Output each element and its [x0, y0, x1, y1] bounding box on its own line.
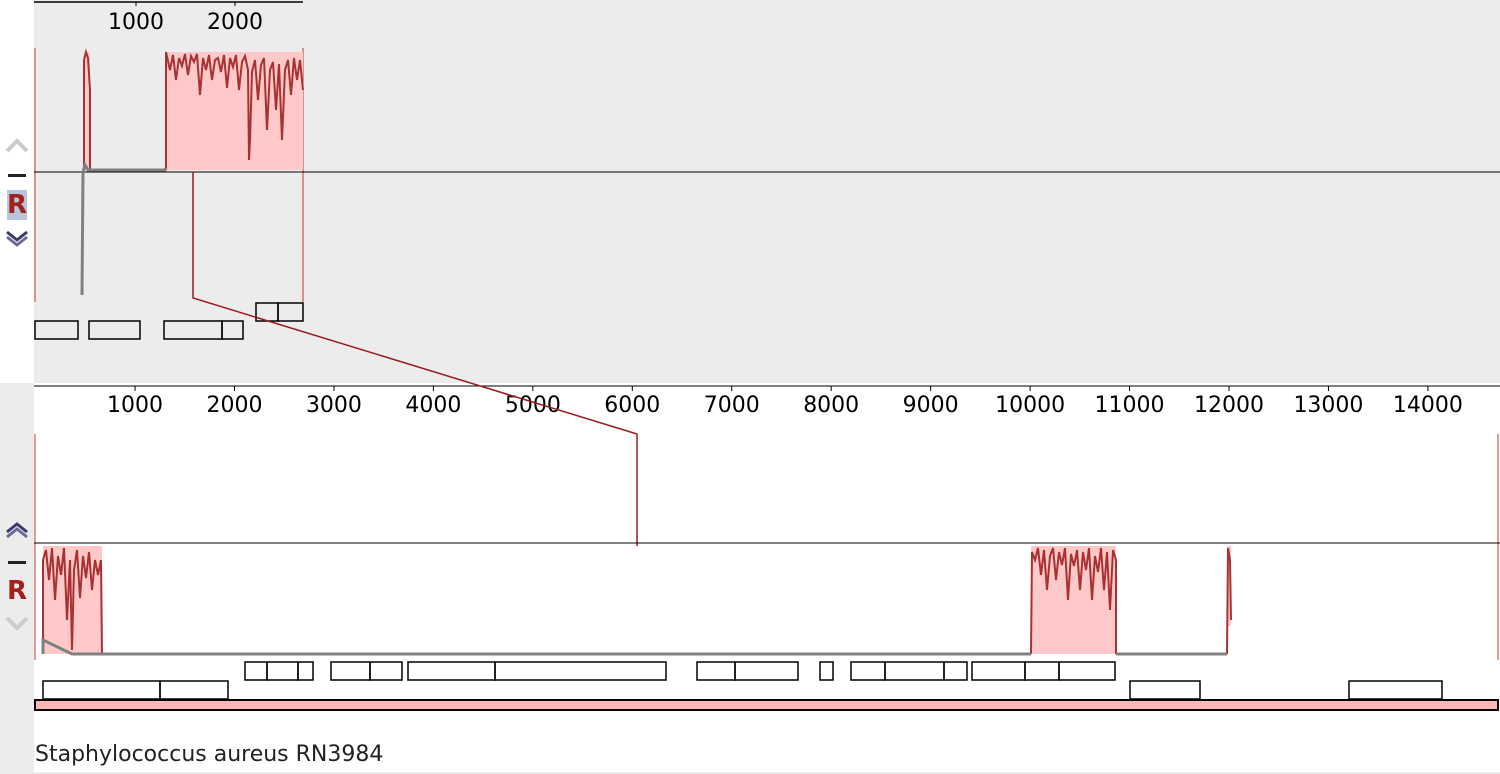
- bottom-ruler-label: 8000: [803, 393, 859, 418]
- bottom-ruler-label: 11000: [1095, 393, 1165, 418]
- bottom-ruler-label: 12000: [1194, 393, 1264, 418]
- gene-box: [1058, 661, 1116, 681]
- minus-button[interactable]: [0, 171, 34, 181]
- gene-box: [1348, 680, 1443, 700]
- gene-box: [163, 320, 223, 340]
- gene-box: [850, 661, 886, 681]
- lcb-connector-line: [192, 172, 638, 546]
- gene-box: [88, 320, 141, 340]
- minus-button[interactable]: [0, 558, 34, 568]
- bottom-backbone-line: [41, 637, 1031, 656]
- move-down-button[interactable]: [0, 614, 34, 632]
- gene-box: [266, 661, 299, 681]
- bottom-ruler-label: 6000: [604, 393, 660, 418]
- footer-strip: [0, 772, 1500, 774]
- bottom-ruler-label: 14000: [1393, 393, 1463, 418]
- up-arrow-icon: [6, 522, 28, 539]
- top-backbone-line: [80, 161, 168, 296]
- gene-box: [244, 661, 268, 681]
- gene-box: [34, 320, 79, 340]
- gene-box: [734, 661, 799, 681]
- top-ruler: 1000 2000: [34, 1, 303, 35]
- gene-box: [221, 320, 244, 340]
- gene-box: [696, 661, 736, 681]
- bottom-ruler-label: 1000: [107, 393, 163, 418]
- move-down-button[interactable]: [0, 228, 34, 248]
- gene-box: [1129, 680, 1201, 700]
- bottom-ruler-label: 13000: [1293, 393, 1363, 418]
- minus-icon: [8, 174, 26, 177]
- top-gene-track[interactable]: [34, 302, 304, 340]
- gene-box: [943, 661, 968, 681]
- bottom-lcb-block[interactable]: [1226, 546, 1232, 655]
- bottom-gene-track-lower[interactable]: [42, 680, 1443, 700]
- contig-bar[interactable]: [34, 699, 1499, 711]
- bottom-control-strip: [0, 383, 34, 774]
- gene-box: [1024, 661, 1060, 681]
- top-ruler-label: 2000: [207, 10, 263, 35]
- reorder-button[interactable]: R: [0, 578, 34, 604]
- top-lcb-block[interactable]: [83, 48, 91, 170]
- bottom-ruler-label: 2000: [207, 393, 263, 418]
- minus-icon: [8, 561, 26, 564]
- bottom-ruler: 1000 2000 3000 4000 5000 6000 7000 8000 9000 1000…: [34, 385, 1500, 418]
- sequence-name-label: Staphylococcus aureus RN3984: [35, 742, 384, 767]
- move-up-button[interactable]: [0, 136, 34, 154]
- bottom-ruler-label: 10000: [995, 393, 1065, 418]
- bottom-lcb-block[interactable]: [42, 546, 103, 655]
- down-arrow-icon: [5, 616, 29, 631]
- bottom-gene-track-upper[interactable]: [244, 661, 1116, 681]
- gene-box: [407, 661, 496, 681]
- gene-box: [42, 680, 161, 700]
- gene-box: [494, 661, 667, 681]
- gene-box: [330, 661, 371, 681]
- top-lcb-block[interactable]: [165, 51, 304, 170]
- reorder-button[interactable]: R: [0, 190, 34, 220]
- gene-box: [277, 302, 304, 322]
- bottom-ruler-label: 4000: [405, 393, 461, 418]
- bottom-lcb-block[interactable]: [1030, 546, 1117, 655]
- move-up-button[interactable]: [0, 521, 34, 541]
- gene-box: [159, 680, 229, 700]
- down-arrow-icon: [6, 230, 28, 247]
- gene-box: [369, 661, 403, 681]
- reorder-label: R: [6, 576, 28, 606]
- bottom-ruler-label: 9000: [903, 393, 959, 418]
- bottom-ruler-label: 3000: [306, 393, 362, 418]
- bottom-ruler-label: 7000: [704, 393, 760, 418]
- top-ruler-label: 1000: [108, 10, 164, 35]
- gene-box: [884, 661, 945, 681]
- gene-box: [819, 661, 834, 681]
- gene-box: [297, 661, 314, 681]
- reorder-label: R: [6, 190, 28, 220]
- up-arrow-icon: [5, 138, 29, 153]
- bottom-ruler-label: 5000: [505, 393, 561, 418]
- gene-box: [971, 661, 1026, 681]
